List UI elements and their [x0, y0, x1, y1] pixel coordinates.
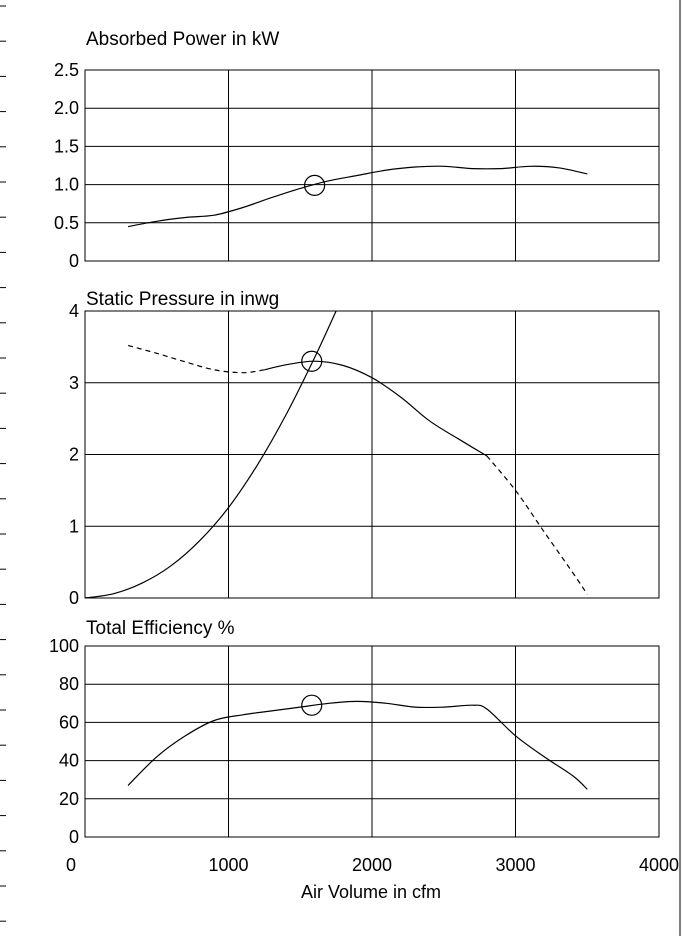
y-tick-label: 2 — [69, 445, 79, 465]
x-tick-label: 2000 — [352, 855, 392, 875]
y-tick-label: 0 — [69, 827, 79, 847]
y-tick-label: 100 — [49, 636, 79, 656]
y-tick-label: 3 — [69, 373, 79, 393]
y-tick-label: 4 — [69, 301, 79, 321]
y-tick-label: 1.5 — [54, 136, 79, 156]
y-tick-label: 0 — [69, 251, 79, 271]
series-line — [127, 165, 588, 228]
total-efficiency-chart: Total Efficiency % 0 20 40 60 80 100 — [49, 618, 660, 847]
series-line — [84, 310, 337, 599]
series-line-dashed — [127, 344, 265, 374]
x-tick-label: 0 — [66, 855, 76, 875]
series-line-dashed — [486, 455, 588, 595]
x-tick-label: 3000 — [495, 855, 535, 875]
y-tick-label: 0.5 — [54, 213, 79, 233]
chart-title: Absorbed Power in kW — [86, 29, 279, 50]
y-tick-label: 40 — [59, 751, 79, 771]
chart-title: Total Efficiency % — [86, 618, 235, 639]
y-tick-label: 60 — [59, 712, 79, 732]
x-axis-ticks: 0 1000 2000 3000 4000 — [66, 855, 679, 875]
operating-point-marker — [301, 350, 323, 372]
absorbed-power-chart: Absorbed Power in kW 0 0.5 1.0 1.5 2.0 2.5 — [54, 29, 660, 271]
series-line — [264, 360, 488, 457]
x-tick-label: 1000 — [208, 855, 248, 875]
y-tick-label: 1 — [69, 516, 79, 536]
operating-point-marker — [301, 694, 323, 716]
chart-title: Static Pressure in inwg — [86, 289, 279, 310]
x-tick-label: 4000 — [639, 855, 679, 875]
operating-point-marker — [304, 174, 326, 196]
static-pressure-chart: Static Pressure in inwg 0 1 2 3 4 — [69, 289, 660, 608]
y-tick-label: 80 — [59, 674, 79, 694]
y-tick-label: 20 — [59, 789, 79, 809]
y-tick-label: 0 — [69, 588, 79, 608]
series-line — [127, 700, 588, 790]
left-ruler — [0, 5, 6, 922]
y-tick-label: 1.0 — [54, 175, 79, 195]
y-tick-label: 2.0 — [54, 98, 79, 118]
y-tick-label: 2.5 — [54, 60, 79, 80]
x-axis-label: Air Volume in cfm — [301, 882, 441, 902]
